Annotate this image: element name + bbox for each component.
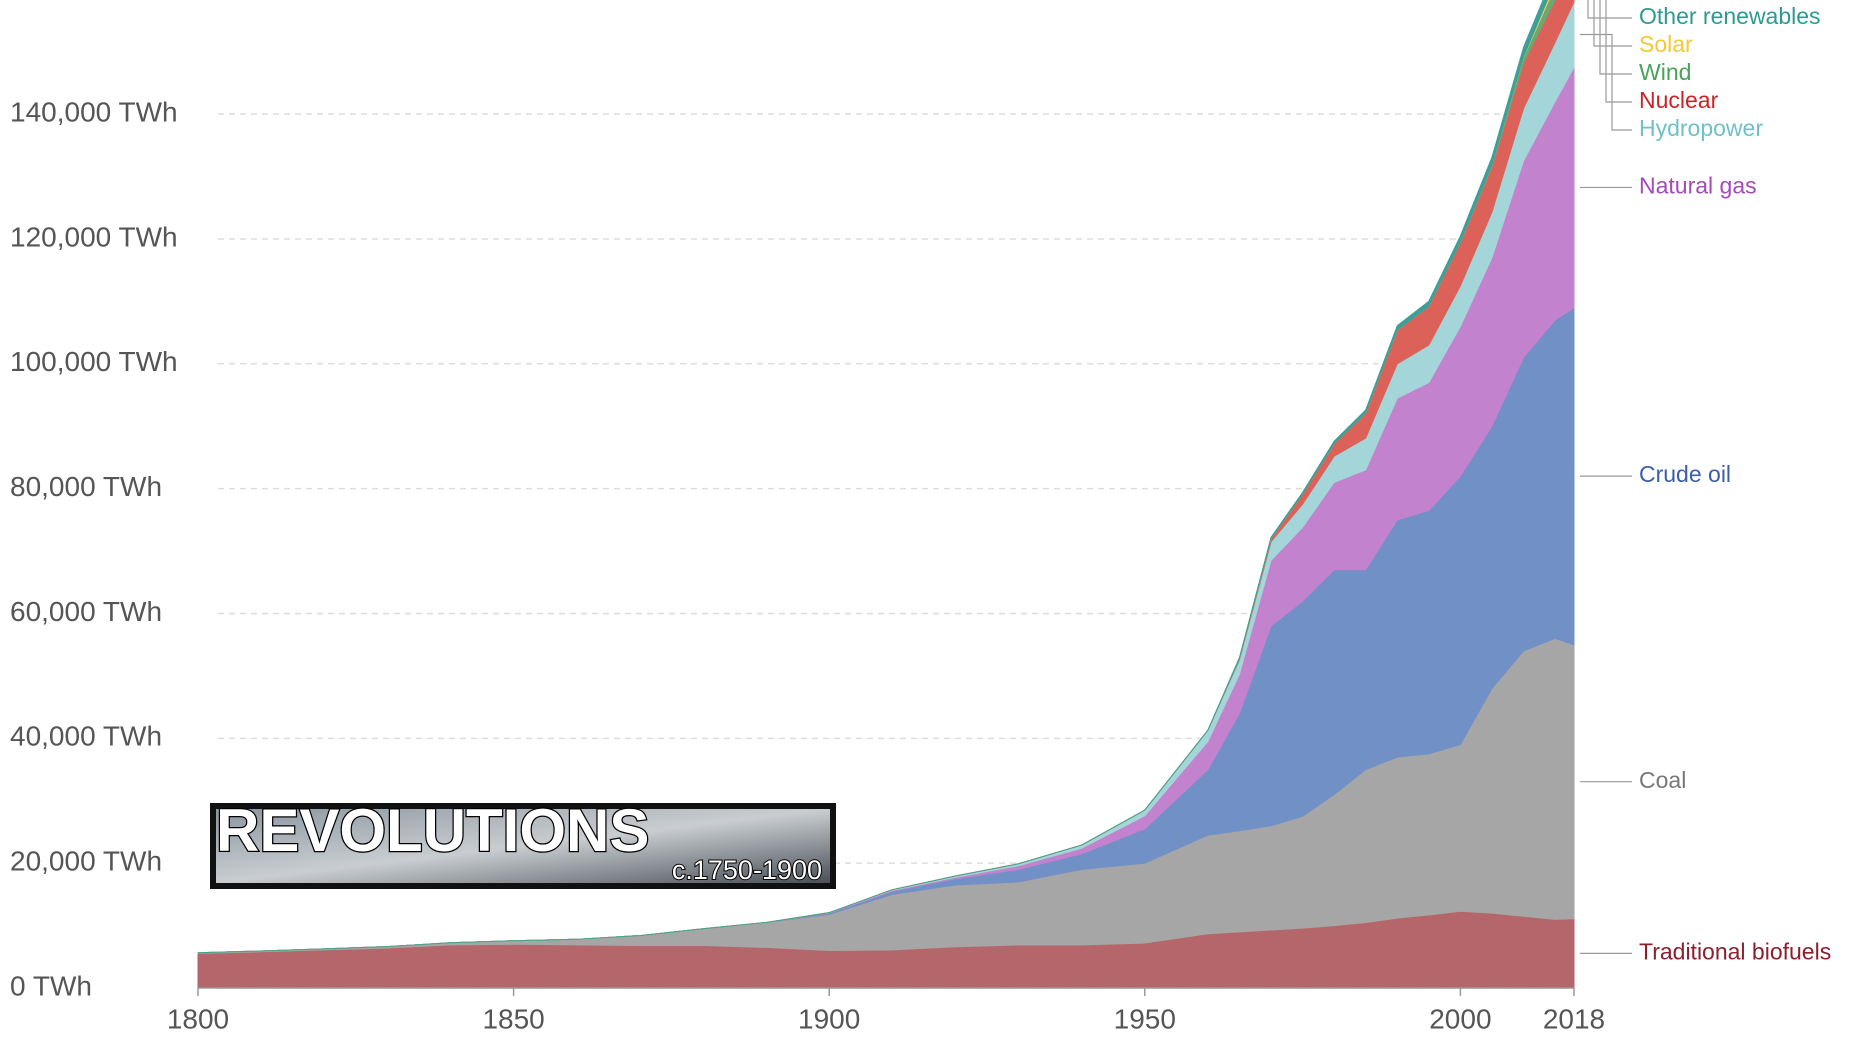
y-tick-label: 40,000 TWh — [10, 721, 162, 752]
series-label: Nuclear — [1639, 87, 1719, 113]
y-tick-label: 0 TWh — [10, 970, 92, 1001]
series-label: Solar — [1639, 31, 1693, 57]
series-label: Hydropower — [1639, 115, 1763, 141]
y-tick-label: 20,000 TWh — [10, 846, 162, 877]
x-tick-label: 1950 — [1114, 1003, 1176, 1034]
overlay-banner: REVOLUTIONS c.1750-1900 — [210, 796, 836, 889]
series-label: Natural gas — [1639, 173, 1757, 199]
series-label: Traditional biofuels — [1639, 938, 1831, 964]
y-tick-label: 100,000 TWh — [10, 346, 178, 377]
x-tick-label: 1850 — [482, 1003, 544, 1034]
x-tick-label: 2018 — [1543, 1003, 1605, 1034]
label-connector — [1599, 0, 1632, 75]
y-tick-label: 80,000 TWh — [10, 471, 162, 502]
label-connector — [1580, 33, 1632, 131]
x-tick-label: 1800 — [167, 1003, 229, 1034]
x-tick-label: 1900 — [798, 1003, 860, 1034]
x-tick-label: 2000 — [1429, 1003, 1491, 1034]
series-label: Crude oil — [1639, 461, 1731, 487]
series-label: Wind — [1639, 59, 1691, 85]
label-connector — [1593, 0, 1632, 47]
banner-image — [216, 809, 830, 883]
label-connector — [1587, 0, 1632, 19]
series-label: Other renewables — [1639, 3, 1821, 29]
area — [197, 0, 1549, 954]
y-tick-label: 120,000 TWh — [10, 221, 178, 252]
series-label: Coal — [1639, 767, 1686, 793]
banner-subtitle: c.1750-1900 — [672, 855, 822, 885]
y-tick-label: 60,000 TWh — [10, 596, 162, 627]
banner-title: REVOLUTIONS — [216, 797, 649, 864]
label-connector — [1605, 0, 1632, 103]
y-tick-label: 140,000 TWh — [10, 97, 178, 128]
